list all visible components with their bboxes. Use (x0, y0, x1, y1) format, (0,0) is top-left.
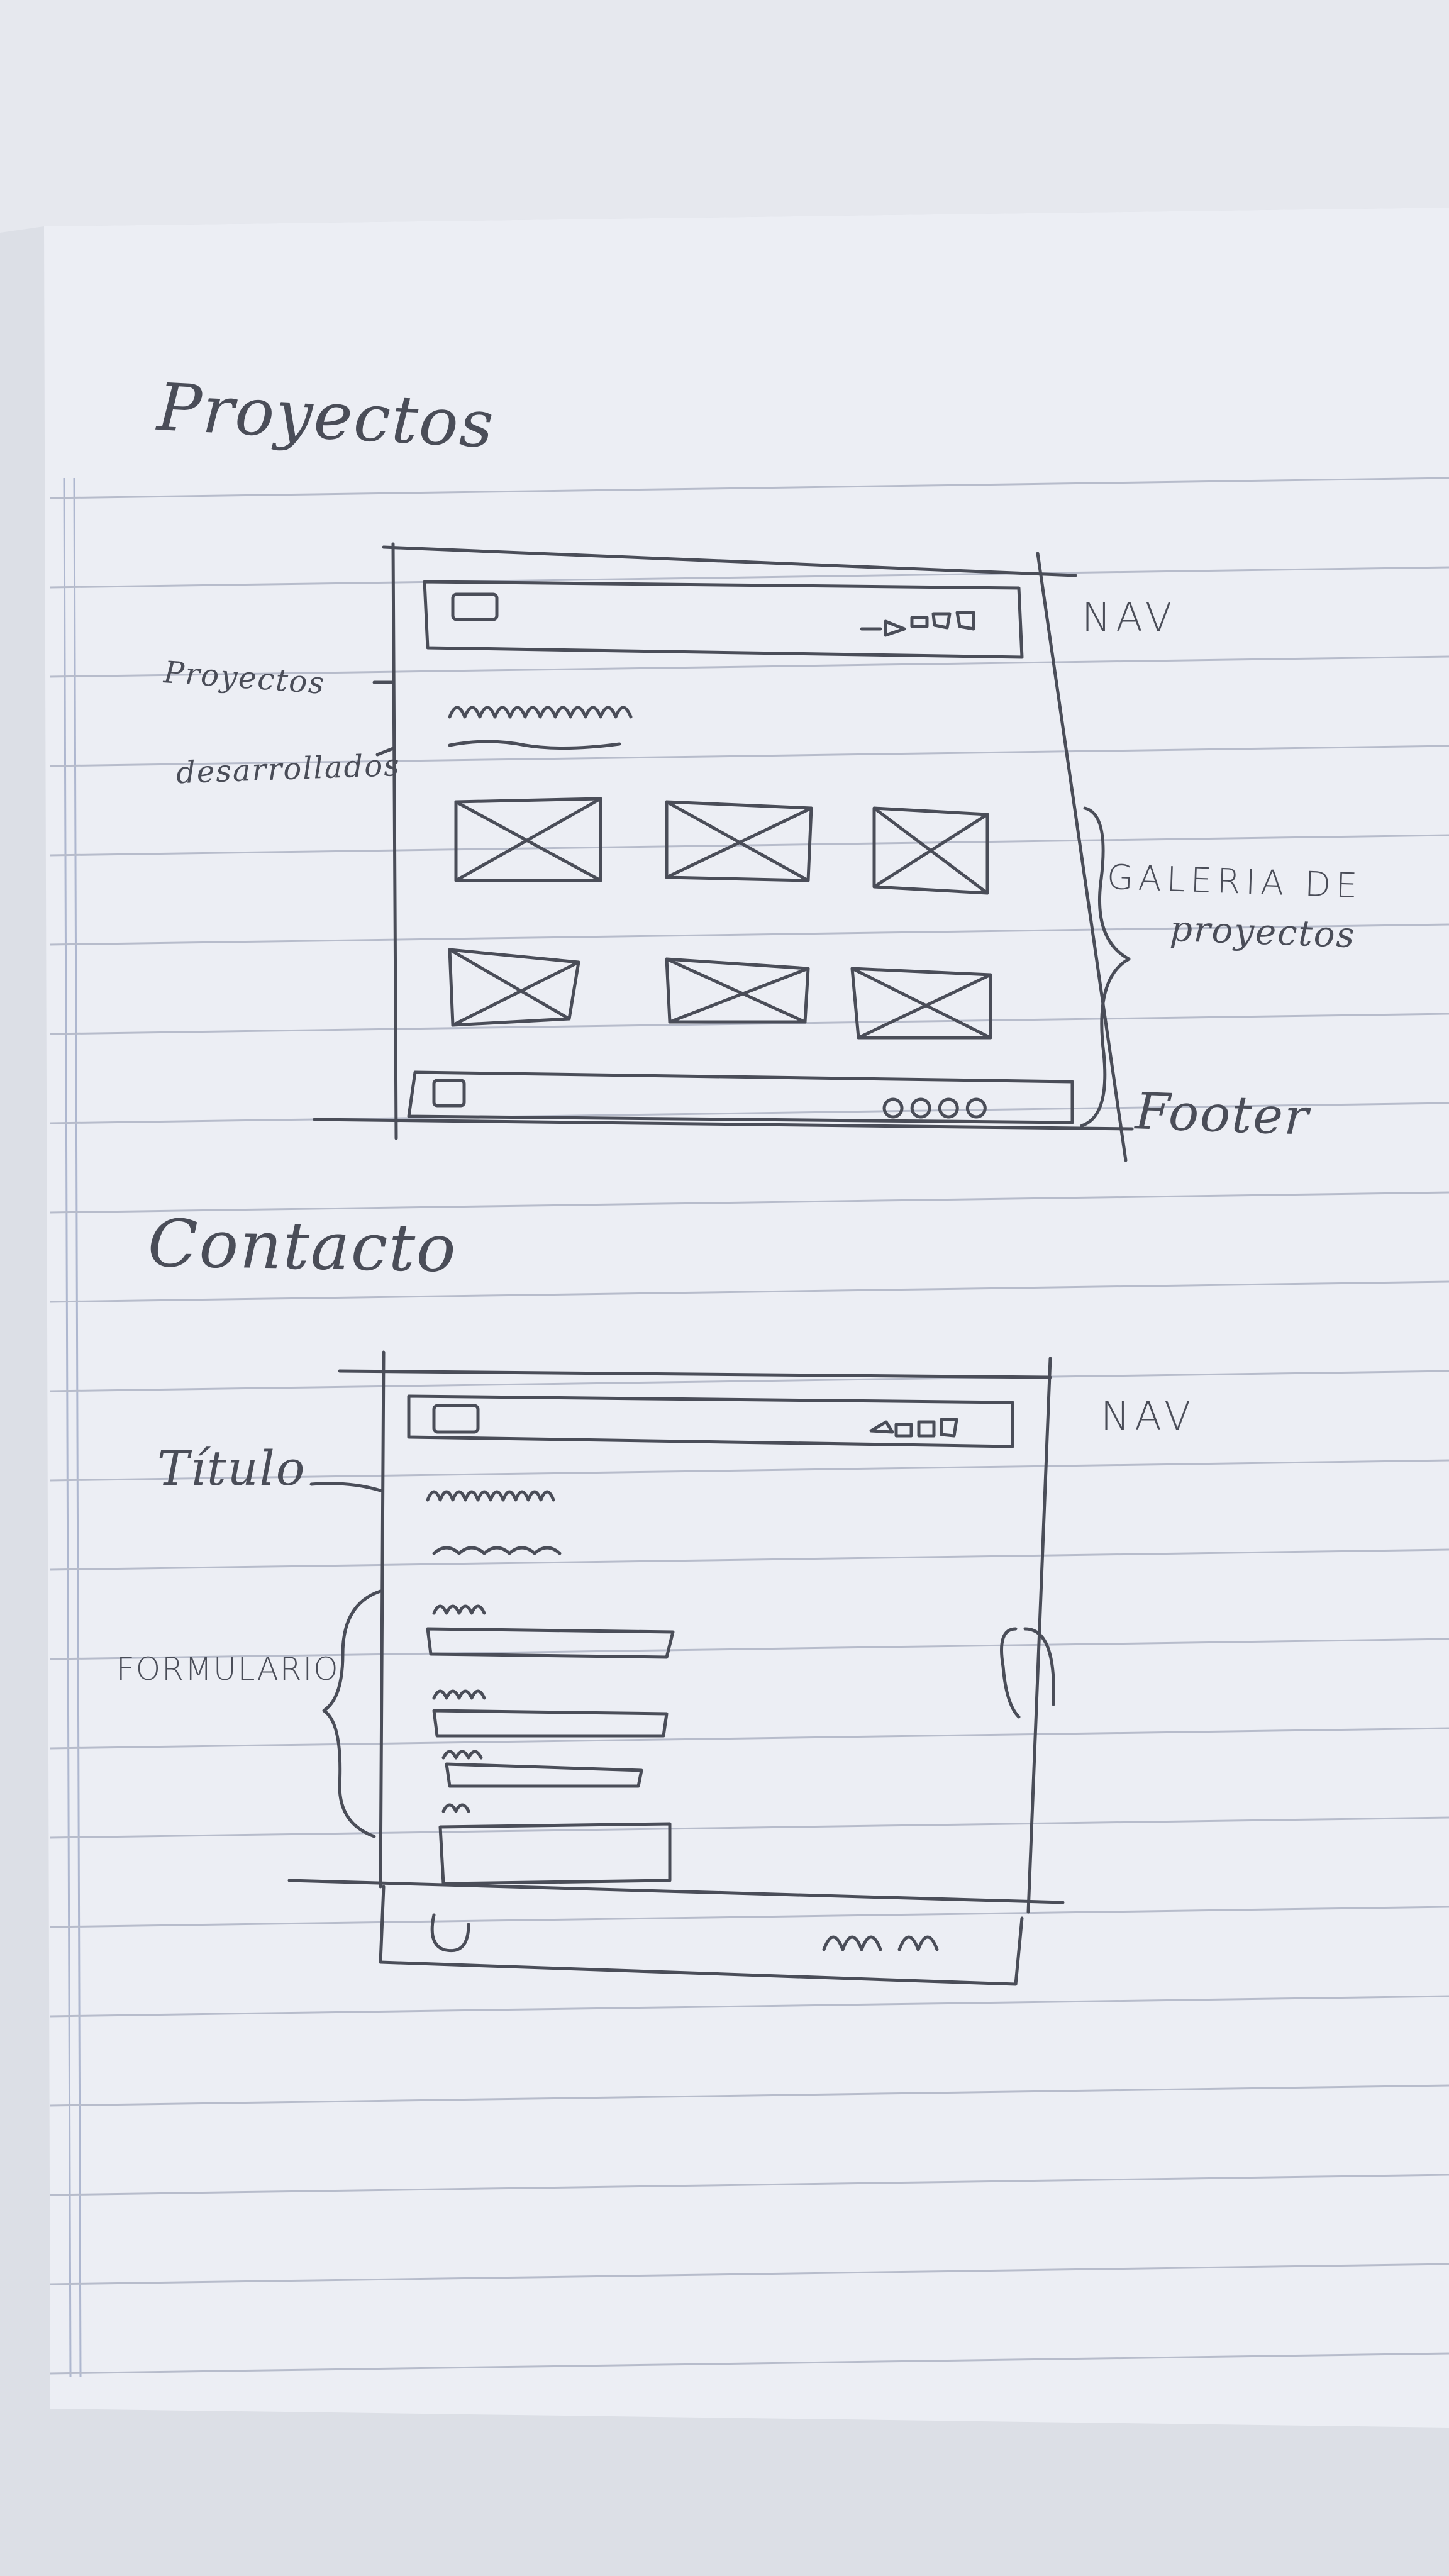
ruled-line (50, 745, 1449, 767)
contacto-heading: Contacto (147, 1204, 458, 1287)
ruled-line (50, 1548, 1449, 1571)
gallery-item (454, 797, 602, 882)
ruled-line (50, 1102, 1449, 1124)
contacto-form-label: FORMULARIO (116, 1651, 340, 1687)
form-input (426, 1627, 675, 1659)
gallery-brace (1080, 806, 1131, 1128)
ruled-line (50, 1191, 1449, 1214)
gallery-item (665, 800, 813, 882)
proyectos-wireframe (313, 542, 1134, 1162)
nav-menu-icons (869, 1418, 958, 1438)
page-title-squiggle (448, 706, 633, 719)
form-field-label (432, 1604, 486, 1615)
frame-left-line (379, 1350, 386, 1889)
nav-menu-icons (860, 611, 975, 637)
ruled-line (50, 1995, 1449, 2018)
form-brace (322, 1589, 382, 1838)
ruled-line (50, 1013, 1449, 1035)
margin-lines (63, 477, 82, 2378)
ruled-lines (50, 477, 1449, 2375)
ruled-line (50, 1638, 1449, 1660)
gallery-item (850, 967, 992, 1040)
ruled-line (50, 834, 1449, 857)
ruled-line (50, 1906, 1449, 1928)
footer-logo-icon (430, 1913, 470, 1952)
gallery-item (872, 806, 989, 895)
footer-social-icons (882, 1097, 987, 1119)
gallery-label-2: proyectos (1169, 908, 1357, 957)
gallery-item (448, 948, 580, 1027)
nav-logo-icon (432, 1404, 480, 1434)
side-brace (1000, 1627, 1055, 1719)
nav-bar (407, 1394, 1014, 1448)
ruled-line (50, 1727, 1449, 1750)
ruled-line (50, 2263, 1449, 2285)
ruled-line (50, 477, 1449, 499)
form-input (432, 1709, 669, 1738)
ruled-line (50, 1370, 1449, 1392)
ruled-line (50, 655, 1449, 678)
footer-label: Footer (1134, 1082, 1311, 1146)
frame-right-line (1036, 552, 1128, 1162)
proyectos-nav-label: NAV (1082, 594, 1177, 640)
page-title-squiggle (426, 1490, 555, 1502)
contacto-title-label: Título (157, 1440, 306, 1496)
ruled-line (50, 2084, 1449, 2107)
form-textarea (438, 1822, 672, 1885)
form-field-label (441, 1750, 483, 1760)
form-input (445, 1762, 643, 1788)
ruled-line (50, 2352, 1449, 2375)
page-subtitle-line (448, 740, 621, 750)
gallery-item (665, 957, 810, 1024)
footer-contact-text (822, 1935, 939, 1951)
frame-bottom-line (313, 1118, 1134, 1131)
footer-bar (407, 1070, 1074, 1124)
ruled-line (50, 566, 1449, 589)
ruled-line (50, 1280, 1449, 1303)
form-field-label (432, 1689, 486, 1700)
form-field-label (441, 1803, 470, 1813)
ruled-line (50, 923, 1449, 946)
label-pointer (309, 1482, 382, 1492)
nav-logo-icon (451, 592, 499, 621)
frame-bottom-line (287, 1879, 1065, 1904)
contacto-nav-label: NAV (1101, 1393, 1196, 1439)
contacto-wireframe (287, 1350, 1065, 1986)
ruled-line (50, 2174, 1449, 2196)
footer-bar (379, 1885, 1024, 1986)
notebook-page (44, 208, 1449, 2428)
frame-top-line (338, 1369, 1052, 1379)
ruled-line (50, 1459, 1449, 1482)
page-subtitle-line (432, 1546, 562, 1555)
frame-top-line (382, 545, 1077, 577)
footer-logo-icon (432, 1079, 466, 1108)
frame-left-line (391, 542, 398, 1140)
ruled-line (50, 1816, 1449, 1839)
nav-bar (423, 580, 1024, 659)
label-pointer (375, 747, 395, 757)
